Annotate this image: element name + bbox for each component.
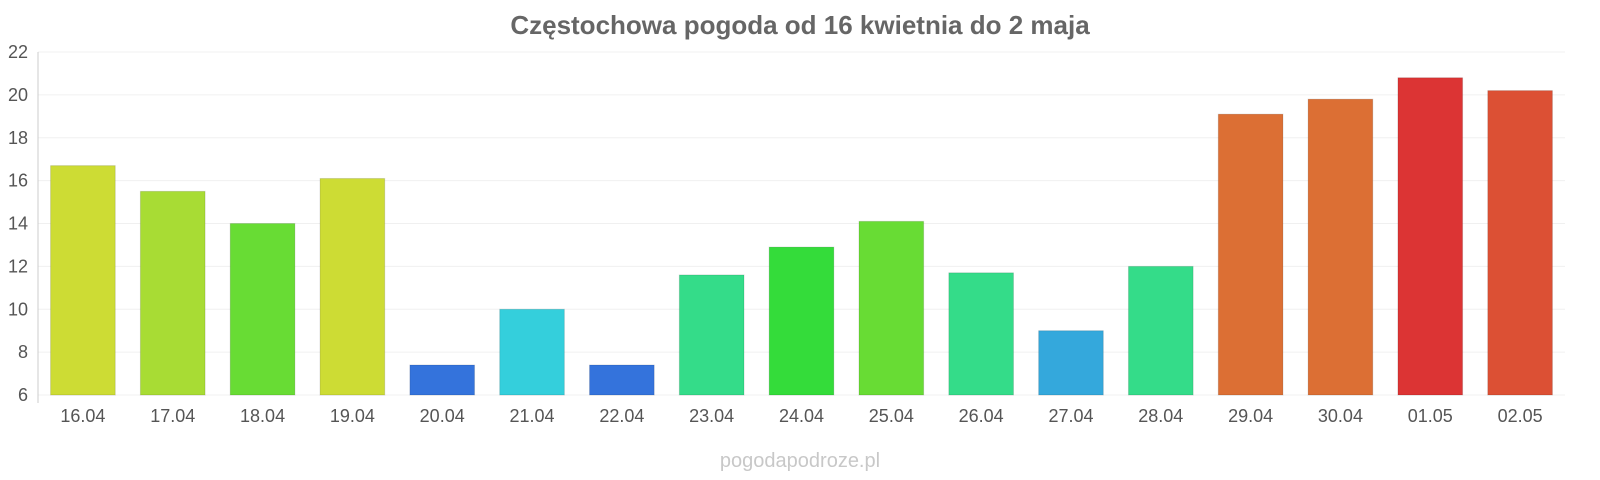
x-tick-label: 29.04 [1228, 406, 1273, 426]
y-tick-label: 22 [8, 42, 28, 62]
y-tick-label: 16 [8, 171, 28, 191]
bar-30.04[interactable] [1307, 98, 1374, 396]
bars [50, 77, 1553, 396]
x-tick-label: 17.04 [150, 406, 195, 426]
bar-17.04[interactable] [139, 190, 206, 396]
bar-18.04[interactable] [229, 223, 296, 396]
x-tick-label: 02.05 [1498, 406, 1543, 426]
x-tick-labels: 16.04 17.04 18.04 19.04 20.04 21.04 22.04 23.04… [60, 406, 1542, 426]
watermark: pogodapodroze.pl [719, 450, 881, 472]
x-tick-label: 28.04 [1138, 406, 1183, 426]
y-tick-label: 14 [8, 214, 28, 234]
x-tick-label: 01.05 [1408, 406, 1453, 426]
x-tick-label: 19.04 [330, 406, 375, 426]
bar-26.04[interactable] [948, 272, 1014, 396]
bar-19.04[interactable] [319, 177, 386, 396]
bar-29.04[interactable] [1217, 113, 1284, 396]
y-tick-label: 10 [8, 299, 28, 319]
y-tick-label: 18 [8, 128, 28, 148]
x-tick-label: 25.04 [869, 406, 914, 426]
x-tick-label: 27.04 [1048, 406, 1093, 426]
x-tick-label: 26.04 [959, 406, 1004, 426]
x-tick-label: 18.04 [240, 406, 285, 426]
y-tick-label: 20 [8, 85, 28, 105]
y-tick-label: 8 [18, 342, 28, 362]
chart-title: Częstochowa pogoda od 16 kwietnia do 2 m… [510, 10, 1090, 40]
x-tick-label: 21.04 [510, 406, 555, 426]
bar-20.04[interactable] [409, 364, 476, 396]
bar-27.04[interactable] [1038, 330, 1104, 396]
bar-28.04[interactable] [1127, 265, 1194, 396]
bar-21.04[interactable] [499, 308, 565, 396]
bar-01.05[interactable] [1397, 77, 1464, 396]
bar-23.04[interactable] [678, 274, 745, 396]
bar-22.04[interactable] [589, 364, 655, 396]
x-tick-label: 20.04 [420, 406, 465, 426]
x-tick-label: 24.04 [779, 406, 824, 426]
x-tick-label: 22.04 [599, 406, 644, 426]
y-tick-labels: 6 8 10 12 14 16 18 20 22 [8, 42, 28, 405]
bar-16.04[interactable] [50, 165, 116, 396]
y-tick-label: 6 [18, 385, 28, 405]
x-tick-label: 16.04 [60, 406, 105, 426]
bar-02.05[interactable] [1487, 90, 1553, 396]
bar-25.04[interactable] [858, 220, 925, 396]
x-tick-label: 30.04 [1318, 406, 1363, 426]
bar-24.04[interactable] [768, 246, 835, 396]
y-tick-label: 12 [8, 256, 28, 276]
x-tick-label: 23.04 [689, 406, 734, 426]
